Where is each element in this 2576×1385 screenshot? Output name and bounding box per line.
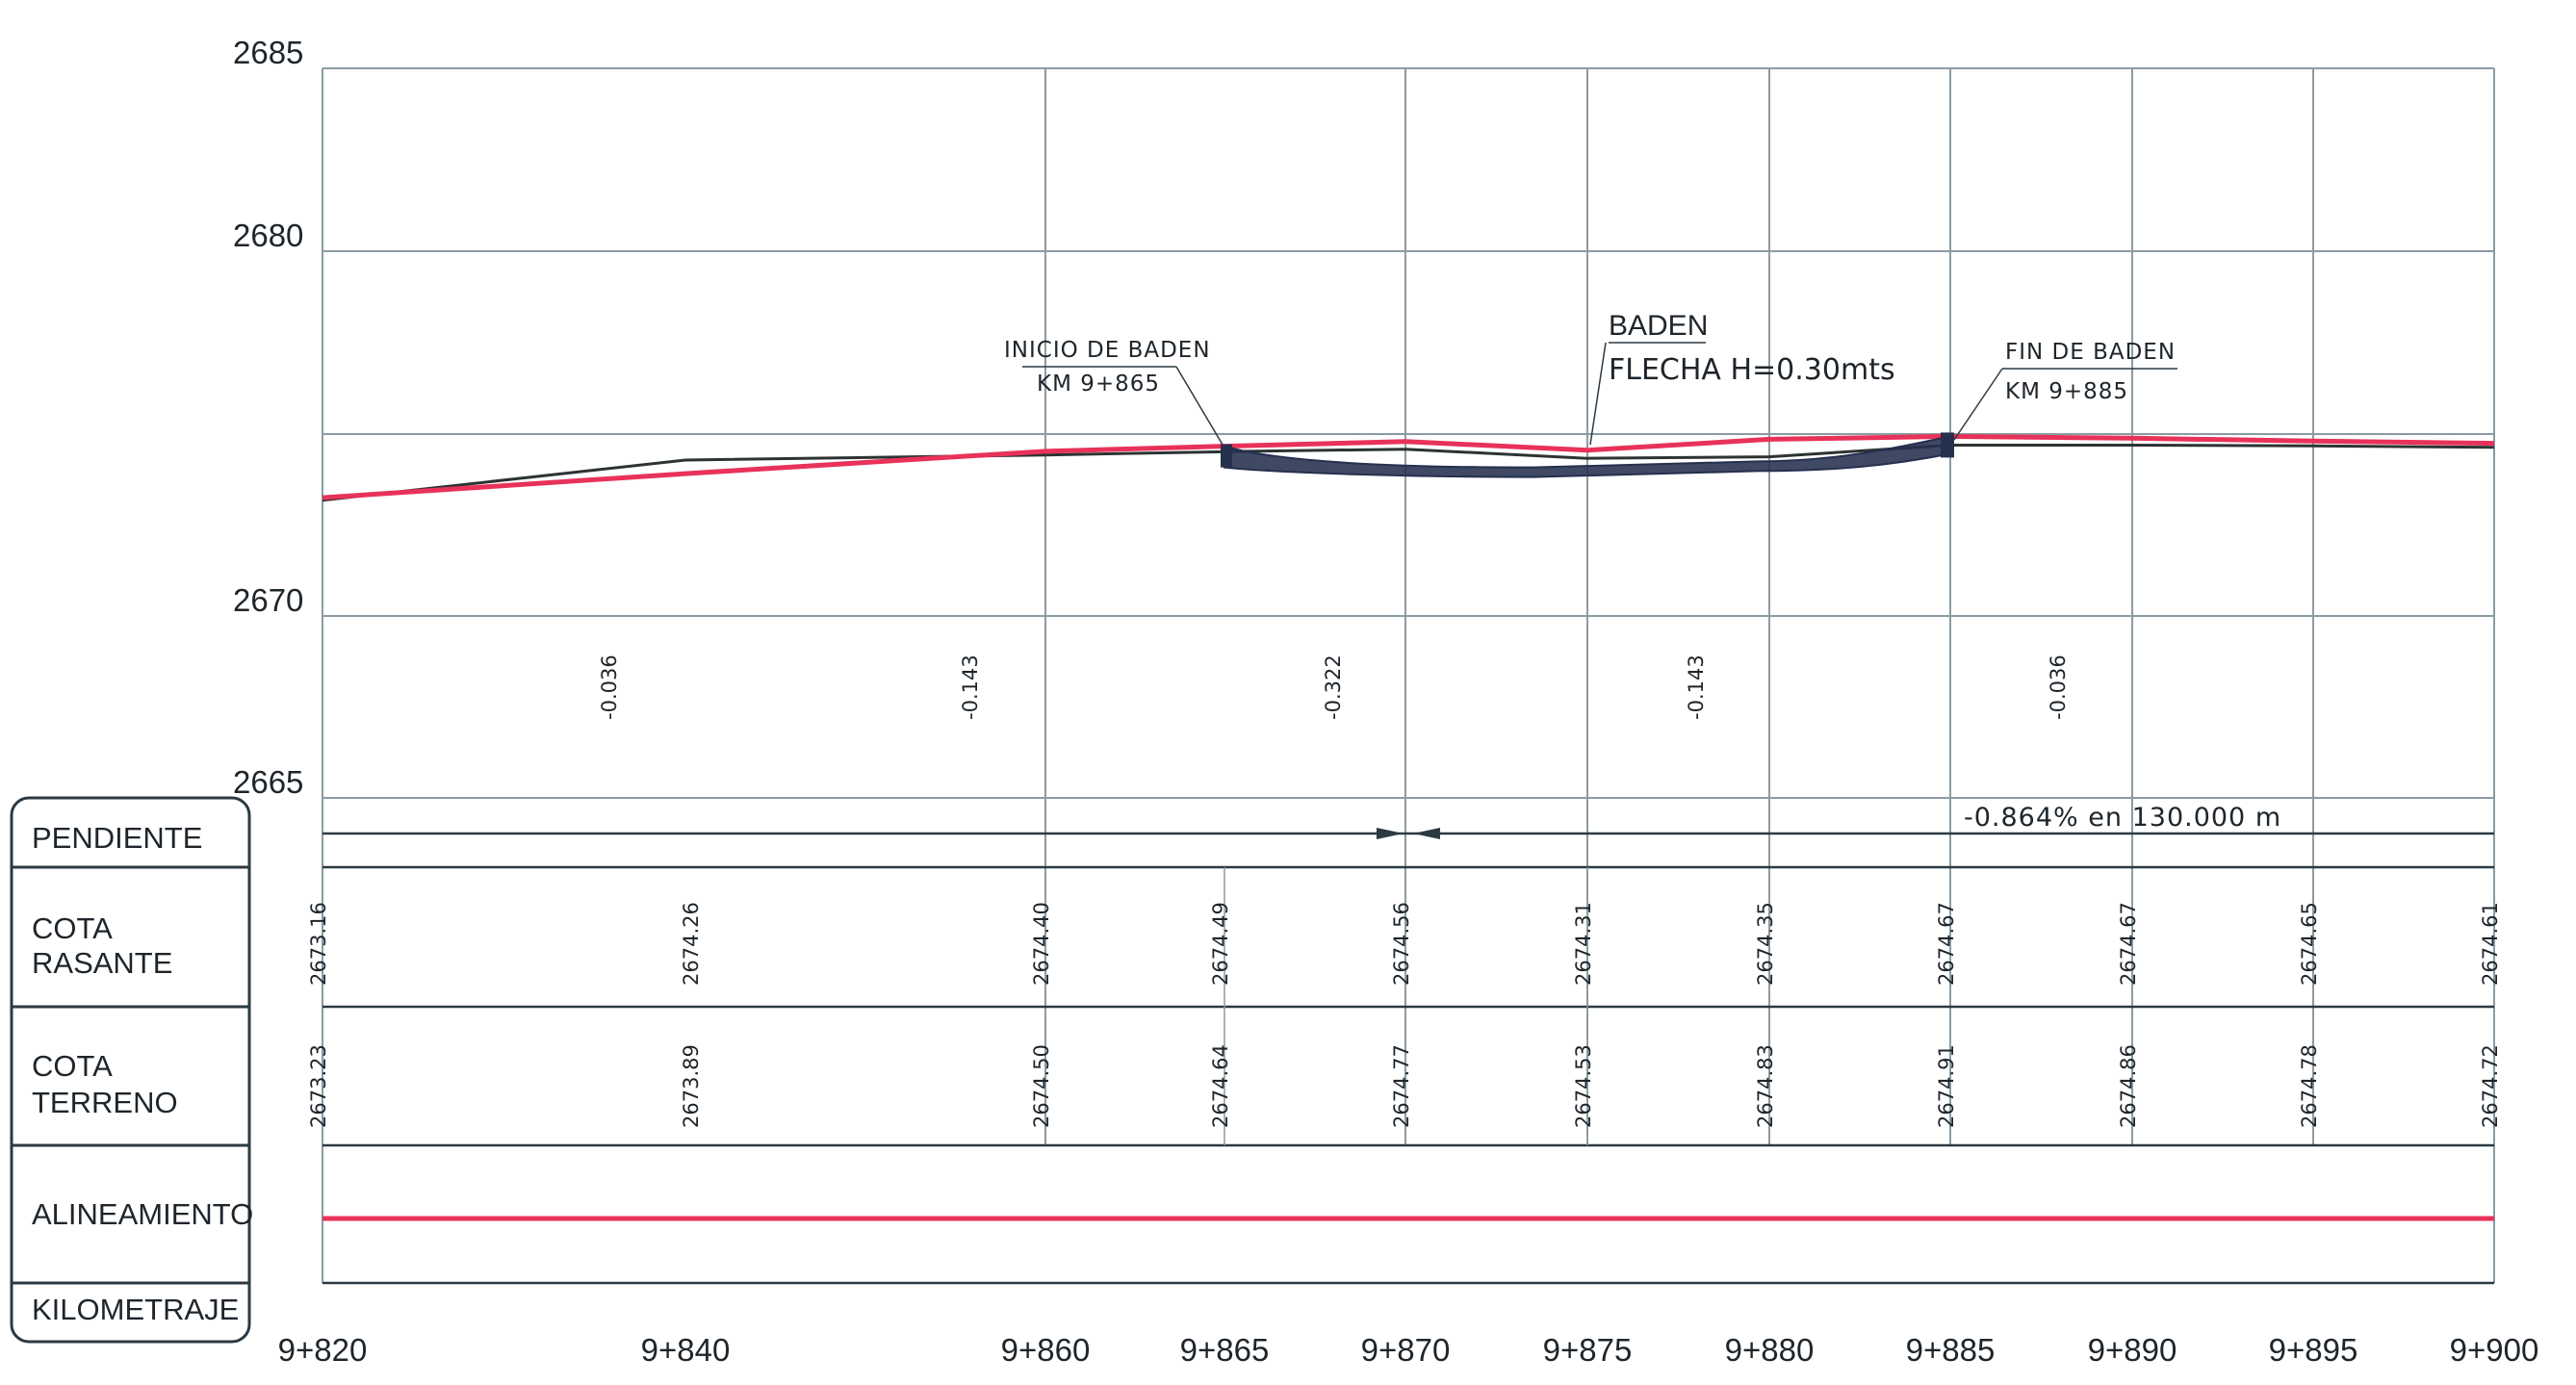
inicio-baden-km: KM 9+865 [1037, 372, 1160, 397]
cota-terreno-value: 2674.72 [2479, 1044, 2502, 1128]
vertical-values: -0.036 -0.143 -0.322 -0.143 -0.036 [598, 654, 2070, 720]
cota-terreno-value: 2674.53 [1572, 1044, 1595, 1128]
cota-rasante-value: 2674.49 [1209, 902, 1232, 986]
station-label: 9+895 [2269, 1332, 2358, 1368]
inicio-baden-label: INICIO DE BADEN [1004, 338, 1211, 363]
pendiente-text: -0.864% en 130.000 m [1964, 803, 2281, 833]
fin-baden-km: KM 9+885 [2005, 379, 2128, 404]
band-station-ticks [1224, 867, 1588, 1145]
legend-cota-terreno-1: COTA [32, 1049, 113, 1083]
cota-terreno-value: 2674.78 [2298, 1044, 2321, 1128]
station-label: 9+880 [1725, 1332, 1815, 1368]
station-labels: 9+820 9+840 9+860 9+865 9+870 9+875 9+880 9+885… [278, 1332, 2539, 1368]
baden-start-marker [1221, 444, 1232, 468]
y-axis-labels: 2685 2680 2670 2665 [233, 35, 303, 800]
profile-grid [322, 67, 2495, 1283]
pendiente-band: -0.864% en 130.000 m [322, 803, 2494, 839]
vertical-value-5: -0.036 [2047, 654, 2070, 720]
legend-kilometraje: KILOMETRAJE [32, 1293, 239, 1326]
cota-rasante-value: 2674.67 [1935, 902, 1958, 986]
legend-cota-rasante-2: RASANTE [32, 946, 172, 980]
y-label-2680: 2680 [233, 218, 303, 253]
cota-terreno-value: 2673.23 [307, 1044, 330, 1128]
fin-baden-label: FIN DE BADEN [2005, 340, 2176, 365]
cota-terreno-value: 2674.86 [2117, 1044, 2140, 1128]
y-label-2685: 2685 [233, 35, 303, 70]
cota-terreno-value: 2674.91 [1935, 1044, 1958, 1128]
cota-rasante-value: 2674.56 [1390, 902, 1413, 986]
station-label: 9+840 [641, 1332, 731, 1368]
cota-rasante-value: 2674.61 [2479, 902, 2502, 986]
station-label: 9+885 [1906, 1332, 1996, 1368]
baden-title: BADEN [1609, 310, 1708, 342]
grade-profile-line [322, 433, 2495, 500]
y-label-2665: 2665 [233, 764, 303, 800]
legend-pendiente: PENDIENTE [32, 821, 202, 855]
station-label: 9+870 [1361, 1332, 1451, 1368]
station-label: 9+900 [2450, 1332, 2539, 1368]
cota-terreno-value: 2674.50 [1030, 1044, 1053, 1128]
cota-terreno-value: 2674.77 [1390, 1044, 1413, 1128]
cota-rasante-value: 2674.67 [2117, 902, 2140, 986]
vertical-value-3: -0.322 [1322, 654, 1345, 720]
station-label: 9+875 [1543, 1332, 1633, 1368]
cota-terreno-value: 2674.83 [1754, 1044, 1777, 1128]
baden-end-marker [1941, 432, 1954, 458]
station-label: 9+865 [1180, 1332, 1270, 1368]
station-label: 9+860 [1001, 1332, 1091, 1368]
baden-flecha: FLECHA H=0.30mts [1609, 353, 1895, 387]
legend-cota-rasante-1: COTA [32, 911, 113, 945]
vertical-value-4: -0.143 [1685, 654, 1708, 720]
station-label: 9+890 [2088, 1332, 2177, 1368]
band-values: 2673.16 2674.26 2674.40 2674.49 2674.56 2674.… [307, 902, 2502, 1128]
cota-rasante-value: 2673.16 [307, 902, 330, 986]
cota-rasante-value: 2674.65 [2298, 902, 2321, 986]
y-label-2670: 2670 [233, 582, 303, 618]
cota-rasante-value: 2674.31 [1572, 902, 1595, 986]
cota-rasante-value: 2674.26 [680, 902, 703, 986]
vertical-value-2: -0.143 [959, 654, 982, 720]
cota-rasante-value: 2674.35 [1754, 902, 1777, 986]
cota-terreno-value: 2674.64 [1209, 1044, 1232, 1128]
profile-lines [322, 432, 2495, 502]
legend-alineamiento: ALINEAMIENTO [32, 1197, 253, 1231]
station-label: 9+820 [278, 1332, 368, 1368]
baden-annotations: INICIO DE BADEN KM 9+865 BADEN FLECHA H=… [1004, 310, 2177, 446]
cota-rasante-value: 2674.40 [1030, 902, 1053, 986]
cota-terreno-value: 2673.89 [680, 1044, 703, 1128]
legend-cota-terreno-2: TERRENO [32, 1086, 178, 1119]
legend-box: PENDIENTE COTA RASANTE COTA TERRENO ALIN… [10, 796, 253, 1344]
vertical-value-1: -0.036 [598, 654, 621, 720]
